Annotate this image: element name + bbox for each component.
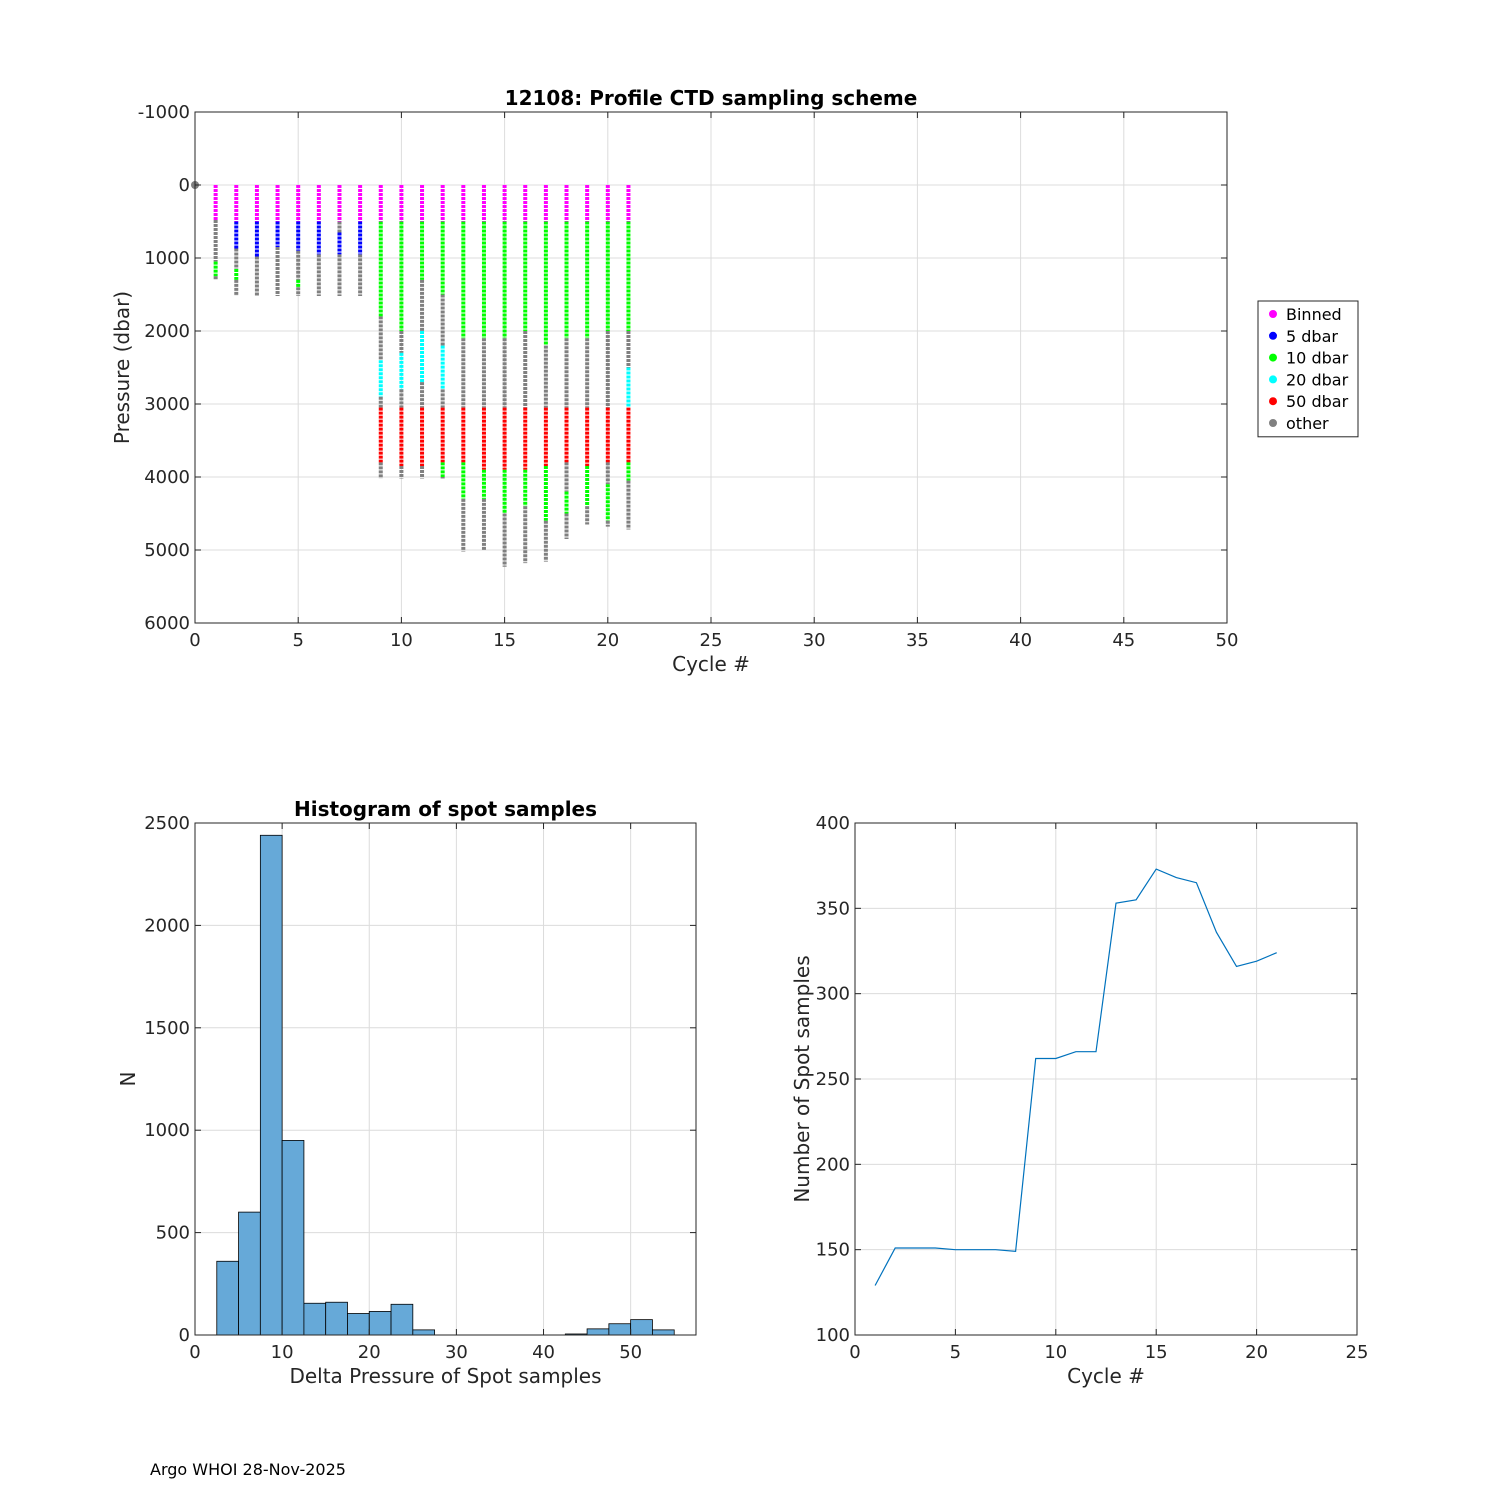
scheme-ytick-label: 6000 <box>144 613 190 634</box>
scheme-axes: 0 5 10 15 20 25 30 35 40 45 50 -1000 0 1000 2000 3000 40… <box>110 86 1238 676</box>
spots-ytick-label: 150 <box>816 1240 850 1261</box>
hist-bar <box>325 1301 348 1336</box>
legend-marker <box>1269 397 1277 406</box>
scheme-title: 12108: Profile CTD sampling scheme <box>505 86 918 110</box>
hist-xlabel: Delta Pressure of Spot samples <box>289 1364 601 1388</box>
spots-xtick-label: 25 <box>1346 1342 1369 1363</box>
spots-ytick-label: 350 <box>816 898 850 919</box>
scheme-ytick-label: 2000 <box>144 321 190 342</box>
hist-xtick-label: 10 <box>271 1342 294 1363</box>
scheme-legend-box <box>1257 300 1359 438</box>
hist-ytick-label: 2000 <box>144 915 190 936</box>
hist-axes: 0 10 20 30 40 5005001000150020002500Histogram… <box>116 797 697 1388</box>
hist-ytick-label: 1500 <box>144 1018 190 1039</box>
spots-series-line <box>874 868 1277 1286</box>
hist-frame <box>194 822 697 1336</box>
hist-ytick-label: 1000 <box>144 1120 190 1141</box>
hist-bar <box>303 1302 327 1336</box>
spots-ytick-label: 100 <box>816 1325 850 1346</box>
hist-bar <box>238 1211 261 1336</box>
hist-xtick-label: 20 <box>358 1342 381 1363</box>
hist-ytick-label: 500 <box>156 1223 190 1244</box>
legend-marker <box>1269 375 1277 384</box>
hist-bar <box>608 1323 632 1336</box>
spots-axes: 0 5 10 15 20 25 100 150 200 250 300 350 400 Cycle # Nu… <box>790 813 1368 1388</box>
legend-entry: 20 dbar <box>1286 370 1349 389</box>
scheme-xtick-label: 40 <box>1009 630 1032 651</box>
scheme-ylabel: Pressure (dbar) <box>110 291 134 444</box>
hist-ylabel: N <box>116 1072 140 1087</box>
scheme-xlabel: Cycle # <box>672 652 750 676</box>
scheme-xtick-label: 5 <box>292 630 303 651</box>
hist-bar <box>586 1328 610 1336</box>
spots-xtick-label: 5 <box>950 1342 961 1363</box>
hist-xtick-label: 50 <box>619 1342 642 1363</box>
scheme-xtick-label: 45 <box>1112 630 1135 651</box>
legend-marker <box>1269 419 1277 427</box>
legend-entry: 50 dbar <box>1286 392 1349 411</box>
legend-entry: other <box>1286 414 1329 433</box>
legend-marker <box>1269 310 1277 318</box>
spots-ytick-label: 400 <box>816 813 850 834</box>
legend-entry: Binned <box>1286 305 1342 324</box>
legend-marker <box>1269 353 1277 362</box>
hist-bar <box>652 1329 675 1336</box>
hist-bars <box>216 834 675 1336</box>
spots-ytick-label: 250 <box>816 1069 850 1090</box>
hist-bar <box>390 1303 414 1336</box>
scheme-xtick-label: 25 <box>700 630 723 651</box>
hist-bar <box>630 1319 653 1336</box>
scheme-legend: Binned 5 dbar 10 dbar 20 dbar 50 dbar other <box>1257 300 1359 438</box>
hist-bar <box>259 834 283 1336</box>
spots-xtick-label: 20 <box>1245 1342 1268 1363</box>
scheme-ytick-label: 0 <box>179 175 190 196</box>
hist-bar <box>216 1260 239 1336</box>
scheme-ytick-label: 3000 <box>144 394 190 415</box>
scheme-ytick-label: 5000 <box>144 540 190 561</box>
legend-entry: 5 dbar <box>1286 327 1338 346</box>
scheme-ytick-label: 4000 <box>144 467 190 488</box>
scheme-ytick-label: -1000 <box>138 102 190 123</box>
spots-xlabel: Cycle # <box>1067 1364 1145 1388</box>
scheme-marks <box>191 181 631 567</box>
spots-xtick-label: 15 <box>1145 1342 1168 1363</box>
spots-ytick-label: 300 <box>816 984 850 1005</box>
footer-credit: Argo WHOI 28-Nov-2025 <box>150 1460 346 1479</box>
spots-ylabel: Number of Spot samples <box>790 955 814 1202</box>
hist-bar <box>368 1311 392 1336</box>
scheme-ytick-label: 1000 <box>144 248 190 269</box>
spots-ytick-label: 200 <box>816 1154 850 1175</box>
spots-xtick-label: 10 <box>1044 1342 1067 1363</box>
scheme-xtick-label: 30 <box>803 630 826 651</box>
scheme-xtick-label: 15 <box>493 630 516 651</box>
spots-xtick-label: 0 <box>849 1342 860 1363</box>
scheme-xtick-label: 35 <box>906 630 929 651</box>
hist-xtick-label: 40 <box>532 1342 555 1363</box>
hist-bar <box>412 1329 436 1336</box>
hist-title: Histogram of spot samples <box>294 797 597 821</box>
hist-bar <box>347 1313 370 1336</box>
hist-ytick-label: 0 <box>179 1325 190 1346</box>
hist-ytick-label: 2500 <box>144 813 190 834</box>
scheme-xtick-label: 20 <box>596 630 619 651</box>
scheme-xtick-label: 0 <box>189 630 200 651</box>
legend-entry: 10 dbar <box>1286 349 1349 368</box>
scheme-xtick-label: 50 <box>1216 630 1239 651</box>
hist-xtick-label: 30 <box>445 1342 468 1363</box>
hist-xtick-label: 0 <box>189 1342 200 1363</box>
scheme-xtick-label: 10 <box>390 630 413 651</box>
legend-marker <box>1269 331 1277 340</box>
hist-bar <box>281 1140 305 1336</box>
